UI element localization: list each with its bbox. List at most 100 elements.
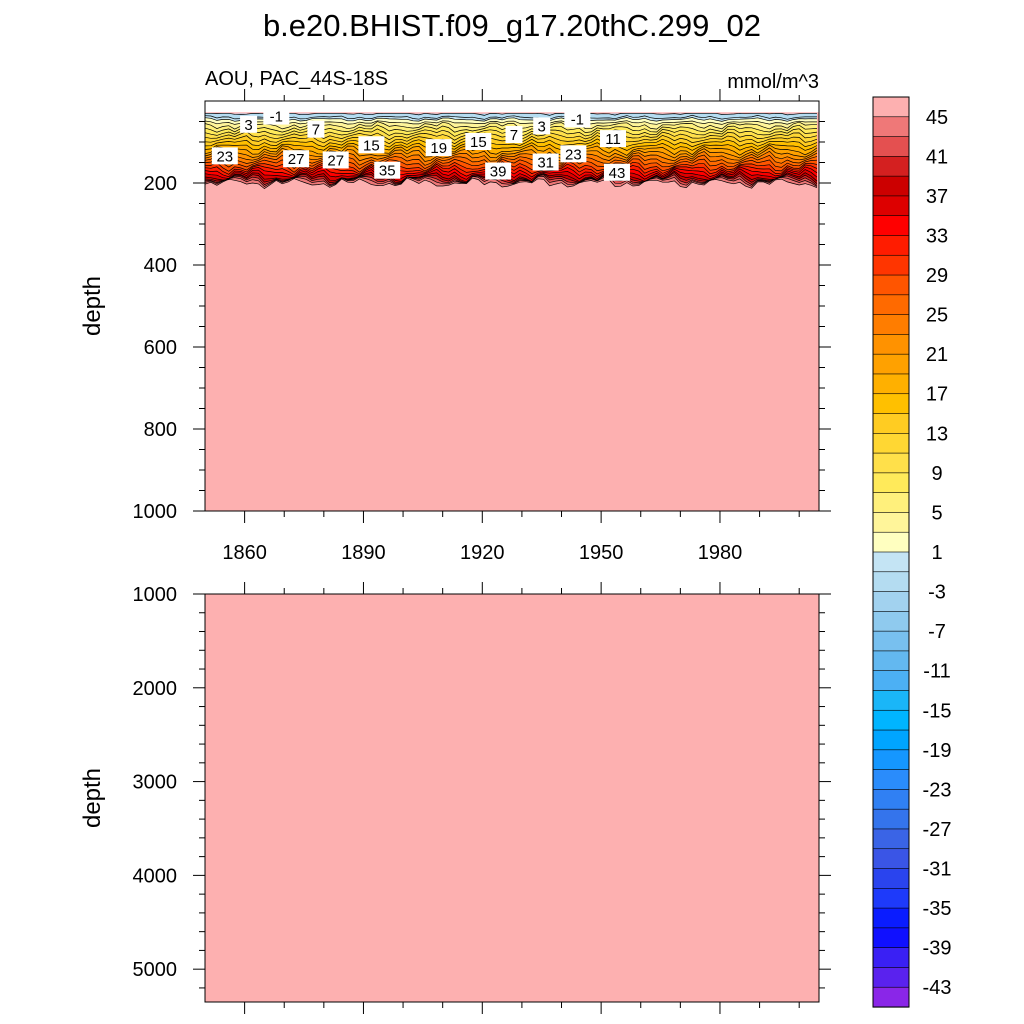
colorbar-swatch <box>872 96 910 118</box>
svg-text:27: 27 <box>288 151 305 168</box>
contour-label: 27 <box>283 150 310 168</box>
svg-text:35: 35 <box>379 163 396 180</box>
svg-text:39: 39 <box>490 164 507 181</box>
colorbar-swatch <box>872 413 910 434</box>
svg-text:7: 7 <box>510 127 518 144</box>
colorbar-swatch <box>872 828 910 850</box>
upper-contour-band <box>205 154 817 170</box>
colorbar-swatch <box>872 353 910 375</box>
colorbar-swatch <box>872 294 910 316</box>
colorbar-swatch <box>872 472 910 494</box>
svg-text:15: 15 <box>363 137 380 154</box>
colorbar-label: 41 <box>926 146 948 168</box>
upper-contour-band <box>205 142 817 156</box>
contour-label: 3 <box>240 115 258 134</box>
colorbar-swatch <box>872 551 910 573</box>
contour-label: 7 <box>307 120 325 139</box>
contour-label: 11 <box>600 130 627 148</box>
contour-label: -1 <box>263 107 290 126</box>
colorbar-swatch <box>872 947 910 969</box>
colorbar-swatch <box>872 512 910 533</box>
contour-label: 3 <box>533 117 551 135</box>
svg-text:3: 3 <box>538 118 546 135</box>
colorbar-swatch <box>872 116 910 138</box>
colorbar-swatch <box>872 156 910 177</box>
svg-text:23: 23 <box>565 146 582 163</box>
colorbar-swatch <box>872 175 910 197</box>
colorbar-swatch <box>872 492 910 514</box>
colorbar-label: 29 <box>926 265 948 287</box>
svg-text:3: 3 <box>244 117 252 134</box>
upper-contour-line <box>204 138 818 148</box>
upper-contour-band <box>205 138 817 151</box>
lower-y-tick-label: 2000 <box>133 678 178 700</box>
colorbar-label: -11 <box>923 661 950 683</box>
colorbar-swatch <box>872 195 910 217</box>
contour-label: 15 <box>465 133 492 151</box>
svg-text:43: 43 <box>609 165 626 182</box>
x-tick-label: 1980 <box>698 542 743 564</box>
upper-y-axis-label: depth <box>79 276 106 336</box>
colorbar-label: 45 <box>926 107 948 129</box>
colorbar-label: -27 <box>923 819 952 841</box>
svg-text:23: 23 <box>216 148 233 165</box>
svg-text:-1: -1 <box>270 109 283 126</box>
upper-no-data-strip <box>205 101 819 113</box>
colorbar-swatch <box>872 314 910 335</box>
colorbar-swatch <box>872 986 910 1008</box>
svg-text:27: 27 <box>327 152 344 169</box>
colorbar-swatch <box>872 373 910 395</box>
colorbar-swatch <box>872 433 910 454</box>
colorbar-swatch <box>872 611 910 632</box>
upper-contour-line <box>204 142 818 151</box>
colorbar-label: -39 <box>923 938 952 960</box>
colorbar-label: 33 <box>926 225 948 247</box>
lower-y-tick-label: 3000 <box>133 772 178 794</box>
colorbar-swatch <box>872 571 910 593</box>
colorbar-swatch <box>872 848 910 870</box>
contour-label: 7 <box>505 126 523 144</box>
upper-y-tick-label: 400 <box>144 255 177 277</box>
colorbar-label: -19 <box>923 740 952 762</box>
upper-contour-line <box>204 120 818 125</box>
colorbar-label: 21 <box>926 344 948 366</box>
lower-y-tick-label: 1000 <box>133 584 178 606</box>
colorbar-swatch <box>872 254 910 276</box>
colorbar-label: 25 <box>926 305 948 327</box>
upper-y-tick-label: 600 <box>144 337 177 359</box>
colorbar-swatch <box>872 235 910 256</box>
colorbar-swatch <box>872 709 910 731</box>
colorbar-label: -35 <box>923 898 952 920</box>
upper-contour-line <box>204 117 818 122</box>
upper-contour-line <box>205 112 817 116</box>
colorbar-swatch <box>872 690 910 711</box>
upper-contour-line <box>204 114 818 120</box>
colorbar-swatch <box>872 927 910 949</box>
contour-label: 23 <box>211 147 238 165</box>
svg-text:11: 11 <box>605 131 621 148</box>
colorbar-label: 9 <box>931 463 942 485</box>
lower-y-tick-label: 5000 <box>133 959 178 981</box>
contour-label: 39 <box>485 162 512 181</box>
colorbar-swatch <box>872 591 910 612</box>
colorbar-swatch <box>872 789 910 810</box>
colorbar-swatch <box>872 630 910 652</box>
colorbar-label: -43 <box>923 977 952 999</box>
x-tick-label: 1890 <box>341 542 386 564</box>
contour-label: 23 <box>560 145 587 163</box>
x-tick-label: 1920 <box>460 542 505 564</box>
colorbar-label: -15 <box>923 700 952 722</box>
colorbar-label: 37 <box>926 186 948 208</box>
colorbar-swatch <box>872 136 910 157</box>
lower-panel: 1000 2000 3000 4000 5000 <box>133 582 831 1014</box>
contour-label: 19 <box>425 139 452 157</box>
contour-label: 27 <box>322 151 349 169</box>
contour-label: 31 <box>532 153 559 172</box>
colorbar-swatch <box>872 215 910 237</box>
subtitle-left: AOU, PAC_44S-18S <box>205 68 388 90</box>
figure-title: b.e20.BHIST.f09_g17.20thC.299_02 <box>263 8 761 43</box>
colorbar-swatch <box>872 888 910 909</box>
colorbar-label: -3 <box>928 582 946 604</box>
